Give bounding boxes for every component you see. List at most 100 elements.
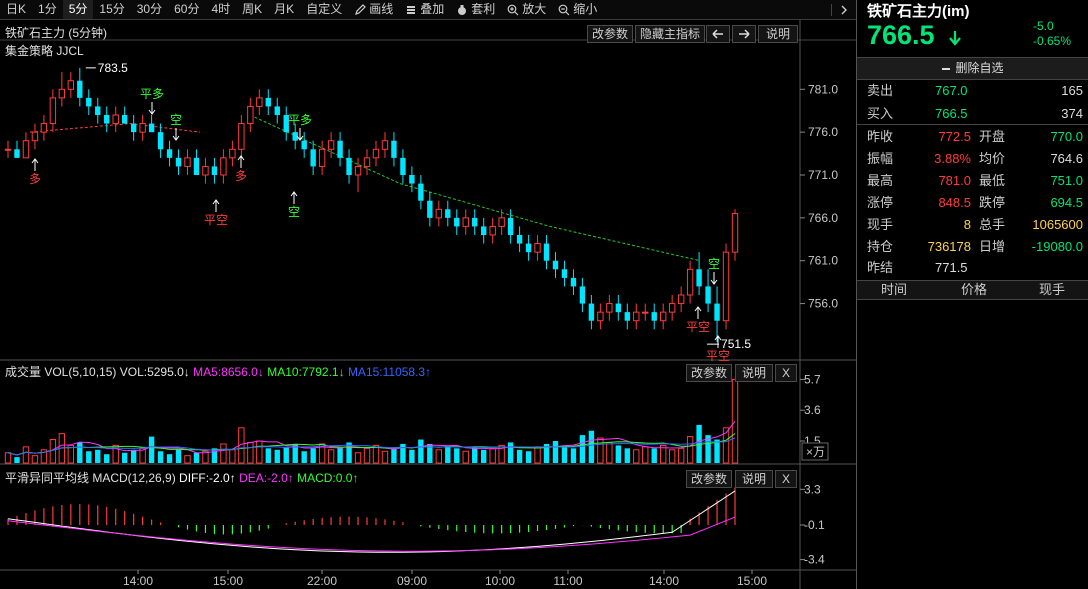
period-tab[interactable]: 60分 [174,2,200,16]
overlay-button[interactable]: 叠加 [399,0,450,19]
y-tick-label: 776.0 [808,125,838,139]
x-tick-label: 11:00 [553,574,582,588]
candle-body [346,157,352,175]
signal-label: 空 [288,205,300,219]
signal-label: 多 [29,172,41,186]
volume-help-button[interactable]: 说明 [735,364,773,382]
period-toolbar: 日K 1分 5分 15分 30分 60分 4时 周K 月K 自定义 画线 叠加 套利 放大 缩小 [0,0,856,20]
candle-body [337,140,343,158]
remove-watchlist-button[interactable]: 删除自选 [857,57,1088,80]
arbitrage-button[interactable]: 套利 [450,0,501,19]
period-tab[interactable]: 5分 [62,0,94,19]
main-params-button[interactable]: 改参数 [587,25,633,43]
money-bag-icon [458,4,467,15]
candle-body [220,157,227,176]
candle-body [445,209,451,218]
macd-diff: DIFF:-2.0↑ [179,471,236,485]
volume-close-button[interactable]: X [775,364,797,382]
macd-value: MACD:0.0↑ [297,471,359,485]
volume-bar [327,449,335,464]
candle-body [633,311,640,322]
volume-bar [184,455,191,464]
chart-canvas[interactable]: 781.0 776.0 771.0 766.0 761.0 756.0 783.5 751.5… [0,20,856,589]
stat-value: 772.5 [938,129,971,144]
candle-body [49,97,57,125]
volume-bar [660,444,667,464]
macd-help-button[interactable]: 说明 [735,470,773,488]
volume-bar [561,445,568,463]
period-tab[interactable]: 周K [242,2,263,16]
low-label: 751.5 [721,337,751,351]
candle-body [354,165,362,176]
divider [857,124,1088,125]
candle-body [579,286,586,304]
candle-body [202,165,209,176]
candle-body [157,132,164,150]
signal-arrow [714,335,722,348]
x-tick-label: 10:00 [485,574,515,588]
x-tick-label: 14:00 [649,574,679,588]
candle-body [651,312,657,321]
volume-bar [175,449,182,463]
arrow-right-icon [739,29,750,39]
chevron-right-icon [841,5,847,14]
period-tab[interactable]: 15分 [99,2,125,16]
signal-label: 空 [170,113,182,127]
stat-value: -19080.0 [1031,239,1083,254]
candle-body [301,140,307,150]
signal-label: 平多 [288,113,312,127]
candle-body [211,166,218,175]
candle-body [489,225,496,236]
main-help-button[interactable]: 说明 [758,25,798,43]
unit-box [801,442,829,461]
hide-indicator-button[interactable]: 隐藏主指标 [635,25,705,43]
candle-body [256,97,263,107]
stat-value: 751.0 [1050,173,1083,188]
candle-body [184,157,191,167]
volume-bar [579,435,586,463]
zoom-in-button[interactable]: 放大 [501,0,552,19]
candle-body [363,157,371,167]
candle-body [696,269,702,287]
candle-body [561,269,568,278]
prev-arrow-button[interactable] [706,25,730,43]
macd-title: 平滑异同平均线 MACD(12,26,9) [5,471,176,485]
signal-label: 平空 [706,349,730,363]
volume-bar [435,449,443,464]
volume-bar [49,439,57,464]
volume-bar [14,457,20,463]
candle-body [372,148,380,159]
period-tab[interactable]: 月K [274,2,295,16]
stat-value: 1065600 [1032,217,1083,232]
candle-body [552,260,559,270]
volume-bar [247,441,254,464]
macd-params-button[interactable]: 改参数 [686,470,732,488]
toolbar-more-button[interactable] [831,3,856,16]
signal-arrow [296,128,304,141]
candle-body [274,106,280,115]
candle-body [283,115,289,133]
candle-body [22,140,30,159]
volume-params-button[interactable]: 改参数 [686,364,732,382]
stat-label: 振幅 [867,151,894,166]
volume-bar [22,446,30,464]
volume-bar [265,448,271,463]
candle-body [148,123,155,133]
period-tab[interactable]: 1分 [38,2,57,16]
candle-body [175,157,182,167]
volume-header: 成交量 VOL(5,10,15) VOL:5295.0↓ MA5:8656.0↓… [5,363,431,380]
next-arrow-button[interactable] [732,25,756,43]
volume-bar [606,441,613,464]
volume-ma10: MA10:7792.1↓ [267,365,345,379]
macd-close-button[interactable]: X [775,470,797,488]
period-tab[interactable]: 自定义 [306,2,343,16]
period-tab[interactable]: 30分 [136,2,163,16]
candle-body [525,243,532,253]
period-tab[interactable]: 日K [6,2,27,16]
candle-body [238,123,245,150]
draw-line-button[interactable]: 画线 [348,0,399,19]
volume-bar [722,427,730,464]
stat-label: 总手 [979,217,1006,232]
period-tab[interactable]: 4时 [211,2,231,16]
zoom-out-button[interactable]: 缩小 [552,0,603,19]
